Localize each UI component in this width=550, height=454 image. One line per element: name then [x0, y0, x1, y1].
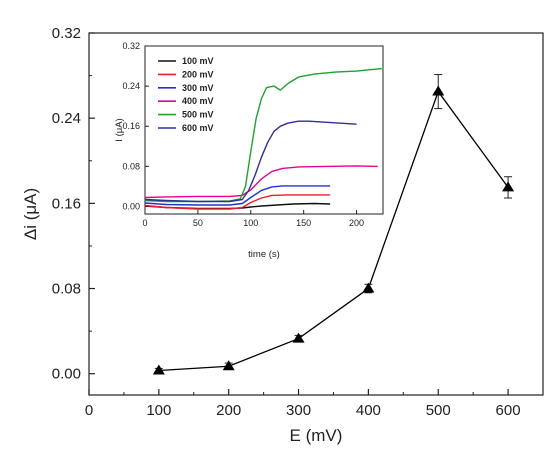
main-x-axis-label: E (mV) — [290, 426, 343, 445]
main-x-tick-label: 200 — [216, 402, 241, 419]
inset-y-axis-label: I (μA) — [114, 118, 125, 141]
inset-y-tick-label: 0.32 — [122, 41, 140, 51]
main-data-point — [152, 364, 165, 375]
inset-legend-label: 300 mV — [182, 83, 214, 93]
inset-y-tick-label: 0.24 — [122, 81, 140, 91]
main-chart: 0 100 200 300 400 500 6000.000.080.160.240.32E… — [21, 25, 544, 445]
main-series-line — [158, 90, 509, 372]
inset-legend-label: 400 mV — [182, 96, 214, 106]
inset-chart: 0 50 100 150 200 0.00 0.08 0.16 0.24 0.32 time (s)… — [114, 41, 384, 260]
main-data-point — [222, 360, 235, 371]
main-x-tick-label: 600 — [496, 402, 521, 419]
inset-x-tick-label: 100 — [243, 218, 258, 228]
inset-x-tick-label: 200 — [349, 218, 364, 228]
main-y-tick-label: 0.16 — [52, 195, 81, 212]
inset-legend-label: 200 mV — [182, 69, 214, 79]
main-x-tick-label: 0 — [85, 402, 93, 419]
main-data-point — [292, 332, 305, 343]
main-y-tick-label: 0.08 — [52, 281, 81, 298]
inset-series-line — [144, 185, 331, 206]
inset-legend-label: 100 mV — [182, 56, 214, 66]
main-data-point — [432, 85, 445, 96]
main-y-axis-label: Δi (μA) — [21, 188, 40, 240]
inset-y-tick-label: 0.00 — [122, 201, 140, 211]
inset-series-line — [144, 194, 331, 210]
inset-x-tick-label: 0 — [142, 218, 147, 228]
inset-y-tick-label: 0.16 — [122, 121, 140, 131]
inset-x-tick-label: 50 — [193, 218, 203, 228]
main-y-tick-label: 0.32 — [52, 25, 81, 42]
main-x-tick-label: 300 — [286, 402, 311, 419]
main-y-tick-label: 0.00 — [52, 366, 81, 383]
main-plot-frame — [88, 32, 544, 396]
inset-y-tick-label: 0.08 — [122, 161, 140, 171]
inset-legend-label: 500 mV — [182, 110, 214, 120]
main-x-tick-label: 400 — [356, 402, 381, 419]
inset-plot-frame — [144, 45, 384, 215]
main-data-point — [362, 282, 375, 293]
inset-series-line — [144, 120, 357, 203]
inset-legend-label: 600 mV — [182, 123, 214, 133]
main-data-point — [502, 181, 515, 192]
inset-series-line — [144, 165, 378, 199]
main-x-tick-label: 500 — [426, 402, 451, 419]
inset-x-tick-label: 150 — [296, 218, 311, 228]
main-x-tick-label: 100 — [146, 402, 171, 419]
main-y-tick-label: 0.24 — [52, 110, 81, 127]
inset-x-axis-label: time (s) — [248, 249, 280, 260]
